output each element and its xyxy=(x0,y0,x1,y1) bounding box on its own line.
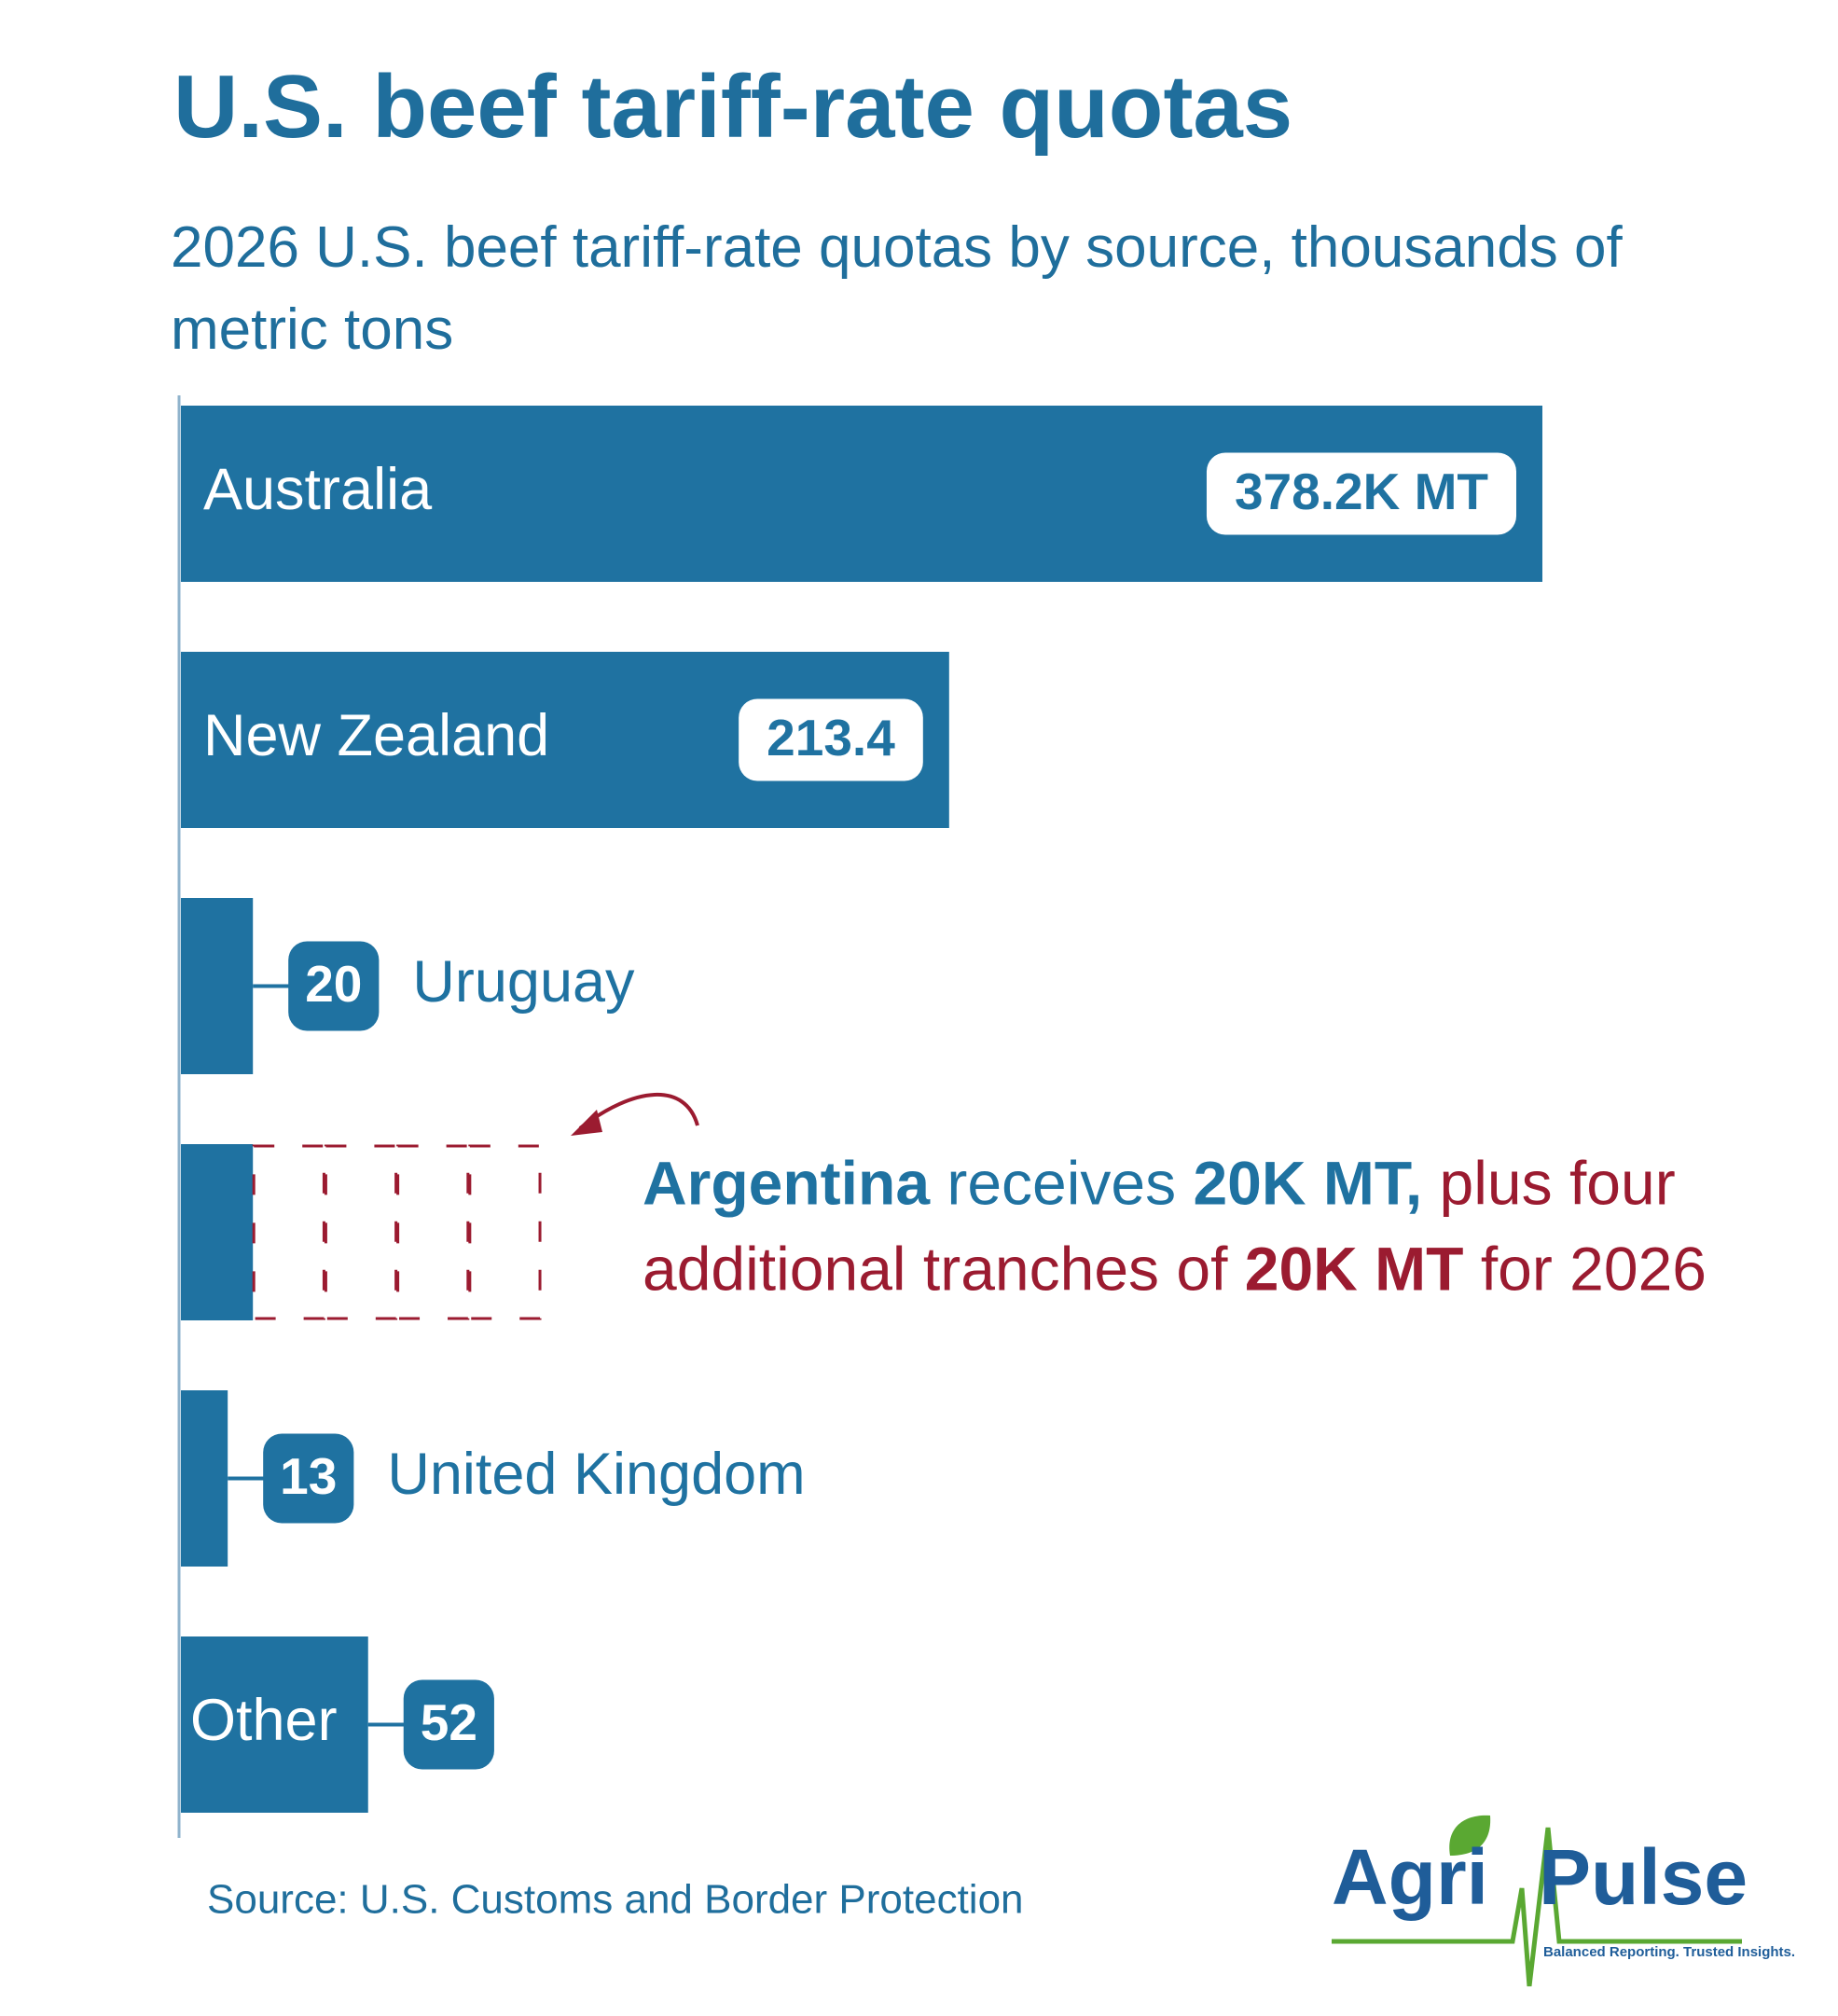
arrow-head xyxy=(571,1110,602,1136)
value-pill xyxy=(288,941,380,1031)
annotation-arrow xyxy=(578,1093,699,1130)
annotation: additional tranches of 20K MT for 2026 xyxy=(643,1235,1707,1304)
value-pill xyxy=(403,1679,494,1770)
logo-word: Agri xyxy=(1332,1833,1488,1921)
category-label: United Kingdom xyxy=(387,1442,805,1507)
logo-tagline: Balanced Reporting. Trusted Insights. xyxy=(1543,1944,1795,1960)
value-pill xyxy=(739,698,923,781)
chart-subtitle: 2026 U.S. beef tariff-rate quotas by sou… xyxy=(171,215,1623,362)
bar xyxy=(181,1144,254,1320)
annotation-part: 20K MT xyxy=(1245,1235,1464,1304)
logo-leaf xyxy=(1449,1815,1491,1856)
source: Source: U.S. Customs and Border Protecti… xyxy=(207,1877,1024,1923)
value-label: 13 xyxy=(280,1447,337,1505)
annotation: Argentina receives 20K MT, plus four xyxy=(643,1149,1676,1218)
annotation-part: for 2026 xyxy=(1463,1235,1707,1304)
value-label: 213.4 xyxy=(767,709,895,766)
value-pill xyxy=(1206,452,1516,535)
value-label: 52 xyxy=(421,1693,477,1751)
tranche xyxy=(396,1144,470,1320)
bar xyxy=(181,898,254,1074)
annotation-part: receives xyxy=(930,1149,1193,1218)
annotation-country: Argentina xyxy=(643,1149,931,1218)
value-pill xyxy=(263,1433,354,1524)
value-label: 378.2K MT xyxy=(1235,463,1488,520)
annotation-part: 20K MT, xyxy=(1193,1149,1422,1218)
tranche xyxy=(468,1144,542,1320)
tranche xyxy=(324,1144,398,1320)
annotation-part: additional tranches of xyxy=(643,1235,1245,1304)
logo: Agri Pulse Balanced Reporting. Trusted I… xyxy=(1332,1815,1795,1987)
tranche xyxy=(252,1144,325,1320)
logo-pulse-line xyxy=(1332,1827,1742,1987)
bar xyxy=(181,1390,228,1567)
value-label: 20 xyxy=(305,955,362,1013)
category-label: New Zealand xyxy=(203,703,549,768)
annotation-part: plus four xyxy=(1422,1149,1675,1218)
chart-title: U.S. beef tariff-rate quotas xyxy=(173,57,1293,157)
category-label: Australia xyxy=(203,457,433,522)
category-label: Uruguay xyxy=(412,949,635,1015)
bar xyxy=(181,1636,368,1813)
category-label: Other xyxy=(190,1688,338,1753)
logo-word: Pulse xyxy=(1539,1833,1748,1921)
